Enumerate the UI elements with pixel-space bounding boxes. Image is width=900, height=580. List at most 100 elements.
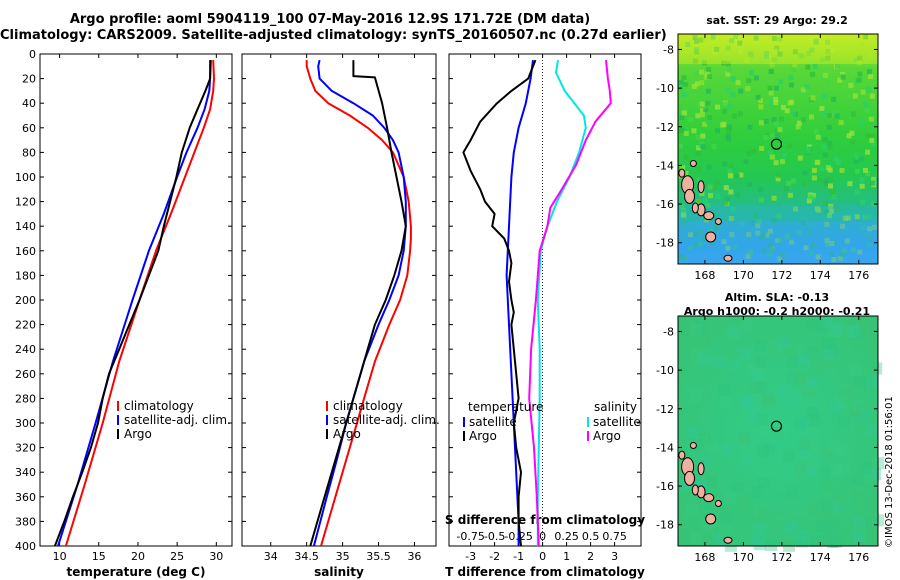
map-texture-cell (696, 145, 702, 151)
map-texture-cell (840, 223, 845, 229)
map-texture-cell (771, 502, 784, 515)
map-texture-cell (787, 100, 793, 106)
map-texture-cell (725, 45, 731, 51)
map-texture-cell (727, 327, 740, 340)
map-texture-cell (777, 256, 783, 262)
map-texture-cell (694, 47, 700, 53)
lon-tick-label: 172 (771, 269, 792, 282)
map-texture-cell (797, 374, 810, 387)
map-texture-cell (761, 393, 774, 406)
island-shape (689, 159, 697, 167)
map-texture-cell (707, 441, 719, 454)
map-texture-cell (813, 38, 819, 44)
map-texture-cell (690, 532, 703, 545)
map-texture-cell (866, 235, 872, 240)
map-texture-cell (755, 381, 768, 394)
map-texture-cell (852, 473, 865, 486)
map-texture-cell (769, 154, 775, 160)
island-shape (705, 513, 717, 525)
difference-panel: -3 -2 -1 0 1 2 3 T difference from climatology S… (445, 53, 645, 579)
y-tick-label: 240 (15, 343, 36, 356)
map-texture-cell (711, 213, 717, 219)
map-texture-cell (763, 443, 776, 456)
map-texture-cell (806, 407, 819, 420)
map-texture-cell (860, 89, 866, 95)
map-texture-cell (817, 177, 823, 183)
map-texture-cell (701, 91, 707, 96)
map-texture-cell (694, 70, 700, 76)
map-texture-cell (683, 131, 689, 136)
map-texture-cell (725, 71, 731, 77)
map-texture-cell (741, 500, 754, 513)
map-texture-cell (813, 40, 819, 45)
map-texture-cell (721, 60, 726, 66)
argo-profile-marker (770, 138, 783, 150)
map-texture-cell (870, 134, 876, 140)
map-texture-cell (764, 54, 769, 60)
map-texture-cell (699, 101, 705, 107)
map-texture-cell (735, 80, 741, 86)
y-tick-label: 80 (22, 146, 36, 159)
map-texture-cell (771, 218, 777, 224)
map-texture-cell (828, 203, 834, 209)
map-texture-cell (826, 213, 832, 219)
map-texture-cell (709, 241, 715, 247)
map-texture-cell (858, 316, 871, 329)
map-texture-cell (802, 181, 808, 187)
map-texture-cell (825, 39, 831, 45)
map-texture-cell (695, 134, 701, 140)
map-texture-cell (807, 192, 813, 198)
map-texture-cell (795, 124, 801, 130)
map-texture-cell (784, 186, 789, 192)
map-texture-cell (829, 240, 835, 246)
y-tick-label: 180 (15, 269, 36, 282)
map-texture-cell (821, 499, 834, 511)
map-texture-cell (834, 113, 840, 119)
map-texture-cell (835, 444, 848, 457)
sst-map: 168 170 172 174 176-8-10-12-14-16-18 (656, 33, 879, 282)
island-shape (678, 168, 686, 178)
map-texture-cell (710, 34, 716, 40)
map-texture-cell (772, 57, 778, 63)
map-texture-cell (742, 396, 755, 409)
map-texture-cell (727, 167, 733, 173)
map-texture-cell (697, 198, 703, 204)
map-texture-cell (825, 49, 831, 54)
map-texture-cell (721, 239, 727, 245)
x-tick-label: 3 (611, 550, 618, 563)
map-texture-cell (734, 173, 740, 179)
map-texture-cell (835, 63, 840, 69)
map-texture-cell (795, 462, 807, 475)
map-texture-cell (759, 197, 765, 203)
salinity-x-axis-label: salinity (314, 565, 364, 579)
map-texture-cell (806, 198, 812, 204)
series-line-climatology (64, 60, 215, 547)
map-texture-cell (772, 36, 777, 42)
map-texture-cell (822, 354, 835, 367)
map-texture-cell (767, 150, 773, 156)
island-shape (723, 536, 733, 544)
map-texture-cell (744, 57, 750, 63)
map-texture-cell (679, 115, 685, 120)
map-texture-cell (823, 72, 829, 78)
map-texture-cell (855, 154, 861, 160)
map-texture-cell (747, 182, 753, 188)
map-texture-cell (789, 99, 795, 105)
map-texture-cell (723, 89, 729, 95)
map-texture-cell (791, 67, 797, 73)
map-texture-cell (746, 78, 752, 84)
difference-axes-frame (448, 53, 642, 547)
map-texture-cell (774, 45, 780, 51)
map-texture-cell (721, 121, 727, 127)
s-tick-label: -0.75 (456, 530, 484, 543)
map-texture-cell (810, 95, 816, 101)
map-texture-cell (832, 193, 838, 199)
map-texture-cell (805, 64, 811, 70)
map-texture-cell (846, 325, 859, 338)
island-shape (681, 175, 695, 195)
series-line-argo (309, 60, 407, 547)
map-texture-cell (705, 119, 711, 124)
map-texture-cell (822, 348, 835, 361)
map-texture-cell (857, 409, 870, 422)
map-texture-cell (833, 110, 839, 116)
